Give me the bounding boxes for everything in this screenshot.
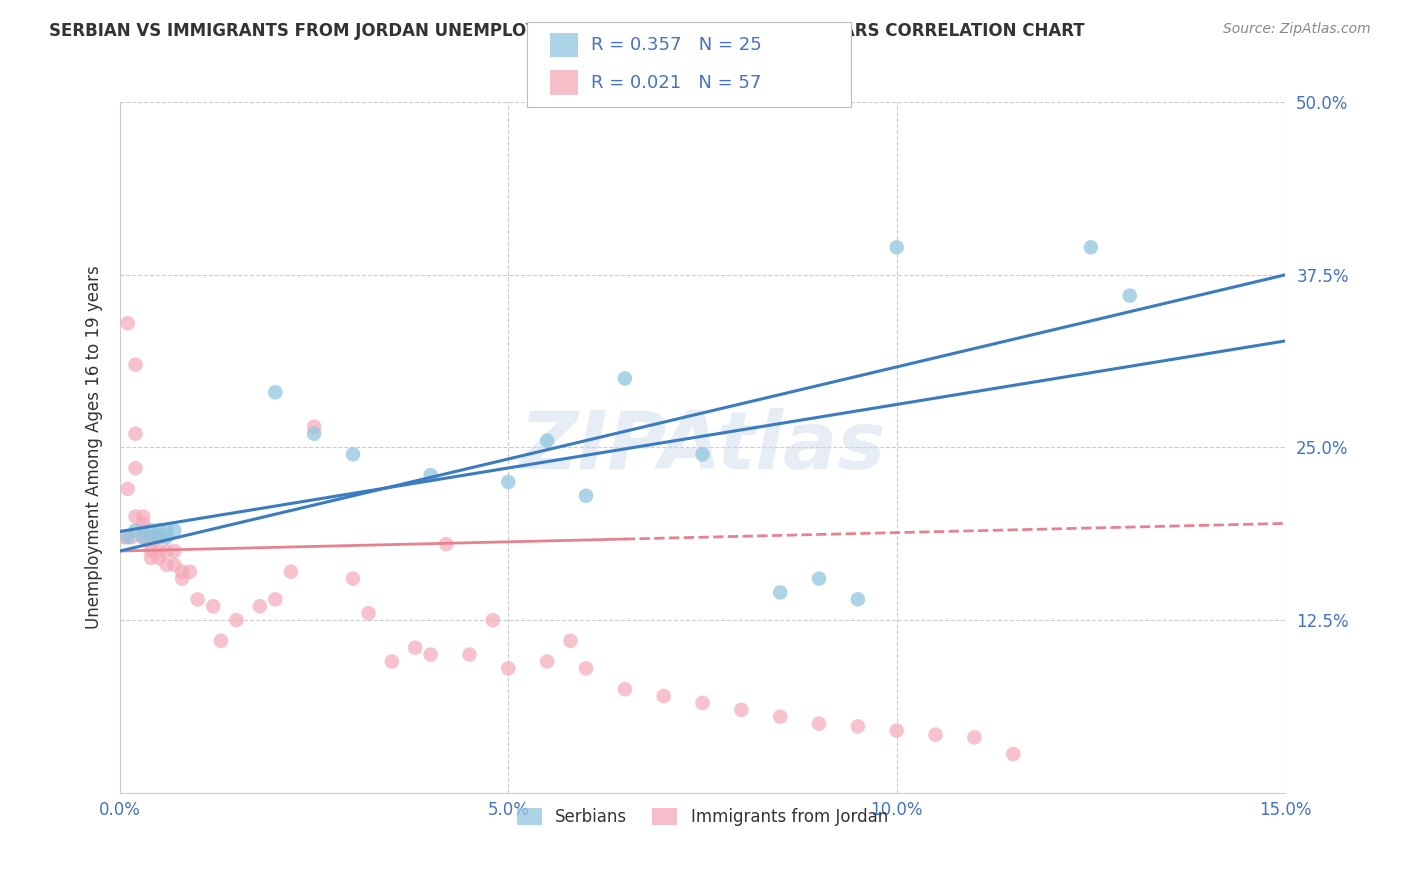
Point xyxy=(187,592,209,607)
Point xyxy=(808,572,831,586)
Point xyxy=(381,655,404,669)
Point xyxy=(692,447,714,461)
Point xyxy=(163,558,186,572)
Point xyxy=(302,426,325,441)
Point xyxy=(139,524,162,538)
Point xyxy=(560,633,582,648)
Point xyxy=(117,316,139,330)
Point xyxy=(124,426,146,441)
Point xyxy=(112,530,135,544)
Point xyxy=(613,682,636,697)
Point xyxy=(692,696,714,710)
Point xyxy=(148,550,170,565)
Point xyxy=(225,613,247,627)
Point xyxy=(458,648,481,662)
Point xyxy=(536,434,558,448)
Point xyxy=(202,599,225,614)
Point xyxy=(652,689,675,703)
Text: R = 0.021   N = 57: R = 0.021 N = 57 xyxy=(591,73,761,92)
Point xyxy=(498,475,520,489)
Point xyxy=(302,419,325,434)
Point xyxy=(342,447,364,461)
Point xyxy=(124,461,146,475)
Point xyxy=(132,516,155,531)
Text: Source: ZipAtlas.com: Source: ZipAtlas.com xyxy=(1223,22,1371,37)
Point xyxy=(132,509,155,524)
Point xyxy=(886,240,908,254)
Point xyxy=(139,544,162,558)
Point xyxy=(575,661,598,675)
Legend: Serbians, Immigrants from Jordan: Serbians, Immigrants from Jordan xyxy=(510,801,894,832)
Point xyxy=(808,716,831,731)
Point xyxy=(1002,747,1025,761)
Point xyxy=(139,537,162,551)
Point xyxy=(209,633,232,648)
Point xyxy=(886,723,908,738)
Point xyxy=(1119,288,1142,302)
Point xyxy=(769,585,792,599)
Y-axis label: Unemployment Among Ages 16 to 19 years: Unemployment Among Ages 16 to 19 years xyxy=(86,266,103,630)
Point xyxy=(924,728,946,742)
Point xyxy=(264,592,287,607)
Point xyxy=(434,537,457,551)
Point xyxy=(139,550,162,565)
Point xyxy=(148,530,170,544)
Point xyxy=(419,468,441,483)
Point xyxy=(124,358,146,372)
Point xyxy=(249,599,271,614)
Point xyxy=(846,592,869,607)
Point xyxy=(482,613,505,627)
Point xyxy=(148,524,170,538)
Point xyxy=(132,530,155,544)
Point xyxy=(139,530,162,544)
Point xyxy=(963,731,986,745)
Point xyxy=(155,524,177,538)
Point xyxy=(498,661,520,675)
Point xyxy=(280,565,302,579)
Point xyxy=(536,655,558,669)
Point xyxy=(117,482,139,496)
Point xyxy=(148,544,170,558)
Point xyxy=(575,489,598,503)
Point xyxy=(155,530,177,544)
Point xyxy=(163,524,186,538)
Point xyxy=(124,524,146,538)
Point xyxy=(148,530,170,544)
Point xyxy=(1080,240,1102,254)
Point xyxy=(404,640,426,655)
Point xyxy=(117,530,139,544)
Text: SERBIAN VS IMMIGRANTS FROM JORDAN UNEMPLOYMENT AMONG AGES 16 TO 19 YEARS CORRELA: SERBIAN VS IMMIGRANTS FROM JORDAN UNEMPL… xyxy=(49,22,1085,40)
Point xyxy=(342,572,364,586)
Point xyxy=(172,572,194,586)
Point xyxy=(121,530,143,544)
Point xyxy=(613,371,636,385)
Point xyxy=(419,648,441,662)
Point xyxy=(139,530,162,544)
Point xyxy=(846,719,869,733)
Point xyxy=(769,709,792,723)
Point xyxy=(163,544,186,558)
Point xyxy=(172,565,194,579)
Text: ZIPAtlas: ZIPAtlas xyxy=(519,409,886,486)
Text: R = 0.357   N = 25: R = 0.357 N = 25 xyxy=(591,36,761,54)
Point xyxy=(124,509,146,524)
Point xyxy=(264,385,287,400)
Point xyxy=(179,565,201,579)
Point xyxy=(730,703,752,717)
Point xyxy=(155,544,177,558)
Point xyxy=(357,606,380,620)
Point xyxy=(132,530,155,544)
Point xyxy=(132,524,155,538)
Point xyxy=(155,558,177,572)
